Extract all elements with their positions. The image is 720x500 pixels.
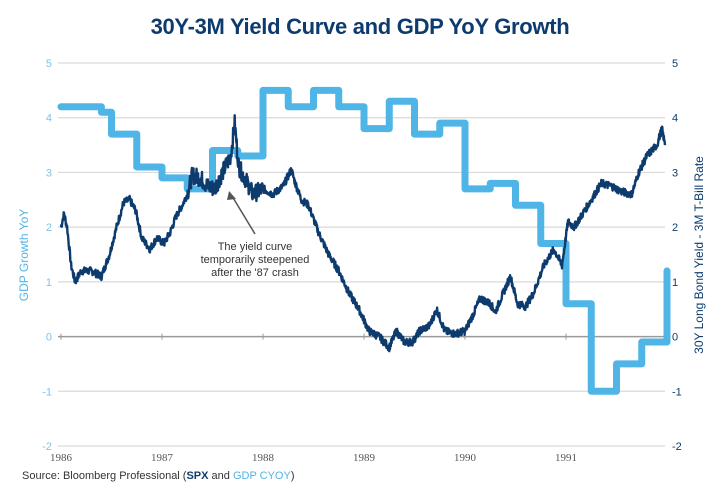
source-ticker-gdp: GDP CYOY — [232, 470, 291, 482]
annotation-text-line: after the '87 crash — [211, 267, 299, 279]
x-tick-label: 1987 — [151, 452, 174, 464]
x-tick-label: 1989 — [353, 452, 376, 464]
chart-title: 30Y-3M Yield Curve and GDP YoY Growth — [150, 14, 570, 39]
y-right-tick-label: -1 — [672, 386, 682, 398]
y-left-tick-label: -2 — [42, 441, 52, 453]
y-axis-left-label: GDP Growth YoY — [17, 209, 31, 302]
annotation-arrowhead — [227, 191, 236, 200]
x-tick-label: 1990 — [454, 452, 477, 464]
y-left-tick-label: 0 — [46, 332, 52, 344]
y-axis-left: 5 4 3 2 1 0 -1 -2 — [42, 58, 52, 453]
y-right-tick-label: 1 — [672, 277, 678, 289]
y-right-tick-label: 3 — [672, 167, 678, 179]
y-left-tick-label: 3 — [46, 167, 52, 179]
x-axis: 1986 1987 1988 1989 1990 1991 — [50, 333, 577, 464]
x-tick-label: 1991 — [555, 452, 577, 464]
y-right-tick-label: 2 — [672, 222, 678, 234]
source-ticker-spx: SPX — [186, 470, 209, 482]
source-note: Source: Bloomberg Professional (SPX and … — [22, 470, 295, 482]
annotation-text-line: The yield curve — [218, 241, 293, 253]
y-left-tick-label: 2 — [46, 222, 52, 234]
y-left-tick-label: 1 — [46, 277, 52, 289]
y-left-tick-label: 4 — [46, 113, 52, 125]
series-yield-curve — [59, 114, 667, 353]
y-left-tick-label: 5 — [46, 58, 52, 70]
y-axis-right: 5 4 3 2 1 0 -1 -2 — [672, 58, 682, 453]
y-axis-right-label: 30Y Long Bond Yield - 3M T-Bill Rate — [692, 156, 706, 354]
source-prefix: Source: Bloomberg Professional ( — [22, 470, 187, 482]
y-right-tick-label: 4 — [672, 113, 678, 125]
y-left-tick-label: -1 — [42, 386, 52, 398]
annotation-text-line: temporarily steepened — [201, 254, 310, 266]
yield-curve-line — [59, 114, 667, 353]
x-tick-label: 1988 — [252, 452, 275, 464]
source-suffix: ) — [290, 470, 295, 482]
gdp-step-line — [57, 86, 671, 395]
x-tick-label: 1986 — [50, 452, 73, 464]
y-right-tick-label: 0 — [672, 332, 678, 344]
y-right-tick-label: 5 — [672, 58, 678, 70]
source-mid: and — [208, 470, 233, 482]
annotation-arrow-line — [231, 195, 256, 235]
series-gdp-growth — [57, 86, 671, 395]
y-right-tick-label: -2 — [672, 441, 682, 453]
